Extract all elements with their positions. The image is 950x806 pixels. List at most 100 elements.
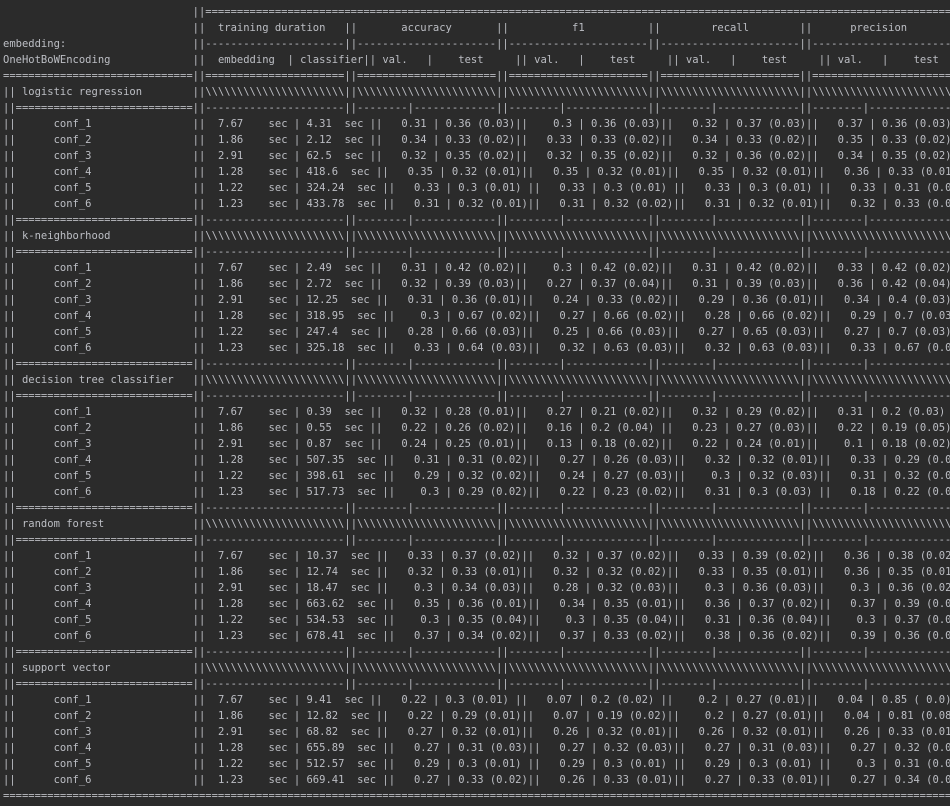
table-row: || conf_2 || 1.86 sec | 12.82 sec || 0.2… [3, 708, 950, 724]
unit-label: sec [357, 310, 377, 322]
validation-score: 0.3 [565, 614, 585, 626]
validation-score: 0.29 [850, 310, 876, 322]
embedding-duration: 1.28 [217, 310, 244, 322]
validation-score: 0.27 [843, 326, 870, 338]
validation-score: 0.27 [850, 742, 876, 754]
header-group-row: || training duration || accuracy || f1 |… [3, 22, 908, 34]
model-group-header: || logistic regression ||\\\\\\\\\\\\\\\… [3, 86, 950, 98]
unit-label: sec [268, 758, 288, 770]
test-score: 0.36 (0.02) [749, 630, 819, 642]
test-score: 0.33 (0.02) [881, 134, 950, 146]
test-score: 0.3 (0.01) [458, 758, 522, 770]
test-score: 0.37 (0.03) [736, 118, 807, 130]
embedding-duration: 1.28 [217, 454, 244, 466]
unit-label: sec [268, 710, 288, 722]
table-row: || conf_5 || 1.22 sec | 512.57 sec || 0.… [3, 756, 950, 772]
validation-score: 0.26 [553, 726, 579, 738]
validation-score: 0.26 [698, 726, 724, 738]
table-row: || conf_3 || 2.91 sec | 68.82 sec || 0.2… [3, 724, 950, 740]
column-group-header: recall [711, 22, 750, 34]
validation-score: 0.32 [401, 150, 427, 162]
classifier-duration: 669.41 [306, 774, 345, 786]
test-score: 0.22 (0.03) [894, 486, 950, 498]
validation-score: 0.27 [559, 742, 585, 754]
validation-score: 0.28 [704, 310, 731, 322]
subcolumn-header: val. [837, 54, 863, 66]
unit-label: sec [268, 742, 288, 754]
embedding-duration: 1.22 [217, 758, 244, 770]
unit-label: sec [350, 582, 370, 594]
unit-label: sec [350, 726, 370, 738]
validation-score: 0.32 [559, 342, 585, 354]
config-name: conf_6 [53, 486, 92, 498]
validation-score: 0.31 [559, 198, 585, 210]
config-name: conf_3 [53, 438, 92, 450]
test-score: 0.18 (0.02) [591, 438, 661, 450]
config-name: conf_5 [53, 182, 92, 194]
classifier-duration: 12.25 [306, 294, 339, 306]
embedding-duration: 1.28 [217, 166, 244, 178]
test-score: 0.33 (0.01) [888, 166, 950, 178]
table-row: || conf_5 || 1.22 sec | 534.53 sec || 0.… [3, 612, 950, 628]
column-group-header: accuracy [401, 22, 452, 34]
test-score: 0.37 (0.02) [597, 550, 667, 562]
validation-score: 0.27 [407, 726, 433, 738]
test-score: 0.36 (0.01) [451, 294, 522, 306]
separator-line: ||============================||--------… [3, 358, 950, 370]
validation-score: 0.32 [850, 198, 876, 210]
embedding-duration: 1.23 [217, 198, 244, 210]
test-score: 0.32 (0.02) [458, 470, 528, 482]
unit-label: sec [357, 198, 377, 210]
test-score: 0.32 (0.01) [749, 198, 819, 210]
config-name: conf_5 [53, 758, 92, 770]
test-score: 0.29 (0.02) [458, 486, 528, 498]
validation-score: 0.27 [698, 326, 724, 338]
embedding-label: embedding: [3, 38, 67, 50]
table-row: || conf_3 || 2.91 sec | 0.87 sec || 0.24… [3, 438, 950, 450]
column-group-header: precision [850, 22, 908, 34]
test-score: 0.35 (0.01) [888, 566, 950, 578]
validation-score: 0.27 [704, 774, 731, 786]
test-score: 0.33 (0.02) [736, 134, 807, 146]
validation-score: 0.31 [401, 118, 427, 130]
validation-score: 0.32 [401, 278, 427, 290]
validation-score: 0.32 [553, 550, 579, 562]
validation-score: 0.2 [704, 710, 724, 722]
test-score: 0.32 (0.02) [597, 566, 667, 578]
classifier-duration: 10.37 [306, 550, 339, 562]
test-score: 0.23 (0.02) [603, 486, 674, 498]
test-score: 0.7 (0.03) [888, 326, 950, 338]
test-score: 0.28 (0.01) [445, 406, 516, 418]
validation-score: 0.22 [837, 422, 863, 434]
validation-score: 0.26 [843, 726, 870, 738]
embedding-duration: 7.67 [217, 694, 244, 706]
embedding-duration: 2.91 [217, 582, 244, 594]
unit-label: sec [344, 150, 364, 162]
validation-score: 0.32 [553, 566, 579, 578]
test-score: 0.34 (0.02) [894, 774, 950, 786]
test-score: 0.31 (0.01) [894, 182, 950, 194]
test-score: 0.31 (0.01) [894, 758, 950, 770]
unit-label: sec [268, 342, 288, 354]
test-score: 0.21 (0.02) [591, 406, 661, 418]
unit-label: sec [268, 582, 288, 594]
table-row: || conf_2 || 1.86 sec | 2.12 sec || 0.34… [3, 134, 950, 146]
validation-score: 0.32 [692, 118, 718, 130]
separator-line: ==============================||========… [3, 70, 950, 82]
validation-score: 0.3 [856, 758, 876, 770]
embedding-duration: 1.22 [217, 470, 244, 482]
embedding-duration: 1.86 [217, 278, 244, 290]
test-score: 0.37 (0.02) [749, 598, 819, 610]
validation-score: 0.22 [401, 694, 427, 706]
separator-line: ||============================||--------… [3, 214, 950, 226]
validation-score: 0.33 [850, 454, 876, 466]
embedding-duration: 1.28 [217, 742, 244, 754]
test-score: 0.3 (0.03) [749, 486, 813, 498]
test-score: 0.66 (0.02) [749, 310, 819, 322]
table-row: || conf_6 || 1.23 sec | 669.41 sec || 0.… [3, 772, 950, 788]
classifier-duration: 18.47 [306, 582, 339, 594]
validation-score: 0.39 [850, 630, 876, 642]
classifier-duration: 68.82 [306, 726, 339, 738]
test-score: 0.35 (0.01) [742, 566, 813, 578]
separator-line: ||======================================… [3, 6, 950, 18]
